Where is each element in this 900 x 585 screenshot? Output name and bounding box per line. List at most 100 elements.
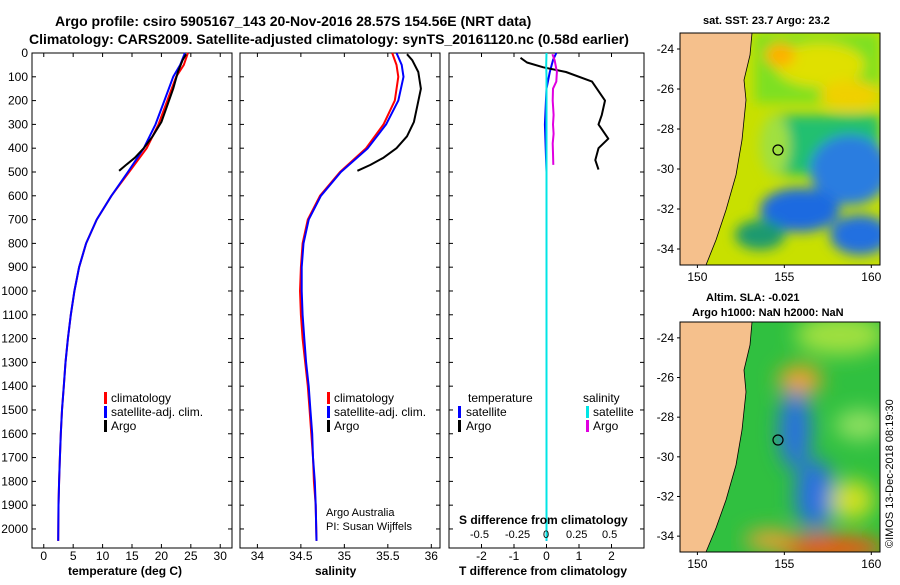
x-tick-label: 1: [576, 549, 583, 563]
sst-map-title: sat. SST: 23.7 Argo: 23.2: [703, 15, 830, 27]
depth-tick-label: 200: [8, 94, 28, 108]
x-tick-label: 0: [543, 549, 550, 563]
sla-map: Altim. SLA: -0.021 Argo h1000: NaN h2000…: [657, 292, 885, 571]
depth-tick-label: 700: [8, 213, 28, 227]
lat-tick-label: -32: [657, 202, 675, 216]
x-tick-label: -1: [509, 549, 520, 563]
sla-map-title: Altim. SLA: -0.021: [706, 292, 800, 304]
legend-t-satellite-swatch: [458, 406, 461, 418]
legend-t-argo: Argo: [466, 419, 492, 433]
x-tick-label: 30: [214, 549, 228, 563]
lat-tick-label: -34: [657, 529, 675, 543]
depth-tick-label: 1000: [1, 284, 28, 298]
series-s-argo: [552, 54, 557, 165]
lat-tick-label: -26: [657, 82, 675, 96]
s-tick-label: 0.25: [566, 529, 587, 541]
depth-tick-label: 900: [8, 260, 28, 274]
sst-lat-axis: -24-26-28-30-32-34: [657, 42, 680, 256]
depth-tick-label: 600: [8, 189, 28, 203]
legend-salinity-title: salinity: [583, 391, 620, 405]
lon-tick-label: 155: [774, 270, 794, 284]
credit-pi: PI: Susan Wijffels: [326, 521, 412, 533]
legend-t-argo-swatch: [458, 420, 461, 432]
lat-tick-label: -24: [657, 331, 675, 345]
lat-tick-label: -24: [657, 42, 675, 56]
imos-watermark: ©IMOS 13-Dec-2018 08:19:30: [884, 399, 896, 548]
depth-tick-label: 1900: [1, 498, 28, 512]
legend-satellite: satellite-adj. clim.: [111, 405, 203, 419]
depth-axis: 0100200300400500600700800900100011001200…: [1, 46, 232, 536]
temperature-legend: climatology satellite-adj. clim. Argo: [104, 391, 203, 433]
x-tick-label: 0: [40, 549, 47, 563]
sst-field: [680, 33, 890, 265]
depth-tick-label: 300: [8, 117, 28, 131]
x-tick-label: 35.5: [376, 549, 400, 563]
sst-lon-axis: 150 155 160: [687, 265, 881, 284]
legend-climatology: climatology: [334, 391, 394, 405]
lat-tick-label: -32: [657, 489, 675, 503]
s-tick-label: 0.5: [602, 529, 617, 541]
series-satellite-adj-clim-: [302, 53, 404, 541]
difference-xlabel: T difference from climatology: [459, 564, 627, 578]
temperature-series: [58, 53, 188, 541]
depth-tick-label: 1400: [1, 379, 28, 393]
lon-tick-label: 160: [861, 557, 881, 571]
sla-lon-axis: 150 155 160: [687, 552, 881, 571]
depth-tick-label: 400: [8, 141, 28, 155]
legend-satellite-swatch: [104, 406, 107, 418]
x-tick-label: 5: [70, 549, 77, 563]
series-climatology: [58, 53, 188, 541]
sla-lat-axis: -24-26-28-30-32-34: [657, 331, 680, 543]
s-tick-label: 0: [543, 529, 549, 541]
depth-tick-label: 1600: [1, 427, 28, 441]
lon-tick-label: 160: [861, 270, 881, 284]
legend-t-satellite: satellite: [466, 405, 507, 419]
depth-tick-label: 1500: [1, 403, 28, 417]
depth-tick-label: 1700: [1, 451, 28, 465]
title-line-1: Argo profile: csiro 5905167_143 20-Nov-2…: [55, 13, 531, 29]
x-tick-label: 34: [251, 549, 265, 563]
depth-tick-label: 500: [8, 165, 28, 179]
depth-tick-label: 100: [8, 70, 28, 84]
s-tick-label: -0.5: [470, 529, 489, 541]
legend-satellite-swatch: [327, 406, 330, 418]
lon-tick-label: 150: [687, 557, 707, 571]
legend-s-argo: Argo: [593, 419, 619, 433]
lat-tick-label: -28: [657, 122, 675, 136]
lat-tick-label: -28: [657, 410, 675, 424]
depth-tick-label: 800: [8, 236, 28, 250]
lon-tick-label: 155: [774, 557, 794, 571]
x-tick-label: 34.5: [289, 549, 313, 563]
lat-tick-label: -26: [657, 371, 675, 385]
depth-tick-label: 1300: [1, 355, 28, 369]
depth-tick-label: 2000: [1, 522, 28, 536]
difference-series: [521, 53, 609, 541]
x-tick-label: 35: [338, 549, 352, 563]
depth-tick-label: 1800: [1, 474, 28, 488]
salinity-series: [300, 53, 421, 541]
x-tick-label: 10: [96, 549, 110, 563]
s-difference-ticks: -0.5 -0.25 0 0.25 0.5: [470, 529, 617, 541]
temperature-frame: [32, 53, 232, 548]
x-tick-label: 2: [608, 549, 615, 563]
series-t-argo: [521, 58, 609, 170]
legend-argo: Argo: [334, 419, 360, 433]
x-tick-label: 20: [155, 549, 169, 563]
legend-s-argo-swatch: [586, 420, 589, 432]
legend-satellite: satellite-adj. clim.: [334, 405, 426, 419]
sla-map-subtitle: Argo h1000: NaN h2000: NaN: [692, 307, 844, 319]
legend-climatology-swatch: [327, 392, 330, 404]
sla-field: [680, 315, 885, 560]
temperature-panel: 0100200300400500600700800900100011001200…: [1, 46, 232, 578]
lat-tick-label: -30: [657, 162, 675, 176]
lon-tick-label: 150: [687, 270, 707, 284]
x-tick-label: 36: [425, 549, 439, 563]
credit-argo-australia: Argo Australia: [326, 507, 395, 519]
legend-argo-swatch: [104, 420, 107, 432]
sst-map: sat. SST: 23.7 Argo: 23.2: [657, 15, 890, 284]
x-tick-label: -2: [476, 549, 487, 563]
